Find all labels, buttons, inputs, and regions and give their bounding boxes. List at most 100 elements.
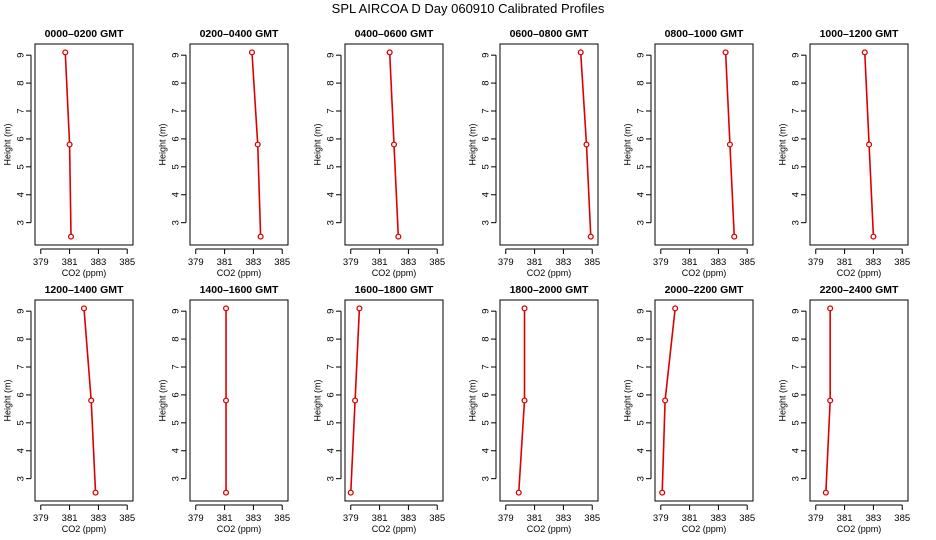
- panel-title: 1200–1400 GMT: [45, 284, 124, 296]
- y-axis-label: Height (m): [622, 123, 632, 165]
- data-point: [726, 141, 733, 148]
- y-tick-label: 3: [326, 220, 337, 225]
- x-tick-label: 379: [653, 257, 669, 268]
- y-axis-label: Height (m): [312, 123, 322, 165]
- data-point: [521, 397, 528, 404]
- x-tick-label: 379: [188, 257, 204, 268]
- y-tick-label: 3: [791, 220, 802, 225]
- data-point: [254, 141, 261, 148]
- y-axis-label: Height (m): [777, 379, 787, 421]
- data-point: [92, 489, 99, 496]
- y-tick-label: 3: [481, 220, 492, 225]
- y-tick-label: 6: [636, 392, 647, 397]
- y-axis-label: Height (m): [157, 379, 167, 421]
- x-axis-label: CO2 (ppm): [527, 524, 572, 534]
- y-axis-label: Height (m): [777, 123, 787, 165]
- data-point: [352, 397, 359, 404]
- x-tick-label: 383: [555, 513, 571, 524]
- y-tick-label: 9: [16, 309, 27, 314]
- y-tick-label: 5: [636, 420, 647, 425]
- plot-frame: [499, 299, 599, 502]
- data-point: [515, 489, 522, 496]
- panel-title: 2000–2200 GMT: [665, 284, 744, 296]
- y-tick-label: 8: [791, 80, 802, 85]
- y-tick-label: 6: [16, 392, 27, 397]
- y-tick-label: 6: [171, 136, 182, 141]
- y-tick-label: 5: [171, 420, 182, 425]
- x-tick-label: 381: [372, 257, 388, 268]
- x-tick-label: 381: [682, 257, 698, 268]
- y-tick-label: 4: [636, 448, 647, 453]
- y-tick-label: 9: [791, 53, 802, 58]
- y-tick-label: 4: [481, 448, 492, 453]
- x-tick-label: 385: [119, 257, 135, 268]
- x-tick-label: 381: [527, 257, 543, 268]
- main-title: SPL AIRCOA D Day 060910 Calibrated Profi…: [331, 1, 605, 16]
- y-tick-label: 3: [171, 220, 182, 225]
- data-point: [62, 49, 69, 56]
- y-tick-label: 7: [636, 108, 647, 113]
- x-tick-label: 381: [217, 257, 233, 268]
- data-point: [356, 305, 363, 312]
- x-axis-label: CO2 (ppm): [372, 268, 417, 278]
- x-tick-label: 379: [33, 257, 49, 268]
- data-point: [662, 397, 669, 404]
- panel-3: 0400–0600 GMT 379 381 383 385 CO2 (ppm) 3 4 5 6 7 8…: [312, 28, 445, 278]
- y-tick-label: 9: [636, 309, 647, 314]
- panel-6: 1000–1200 GMT 379 381 383 385 CO2 (ppm) 3 4 5 6 7 8…: [777, 28, 910, 278]
- plot-frame: [344, 299, 444, 502]
- y-tick-label: 5: [636, 164, 647, 169]
- x-tick-label: 385: [274, 513, 290, 524]
- y-tick-label: 6: [481, 136, 492, 141]
- plot-frame: [654, 43, 754, 246]
- y-tick-label: 5: [171, 164, 182, 169]
- x-tick-label: 381: [217, 513, 233, 524]
- y-tick-label: 9: [326, 309, 337, 314]
- y-tick-label: 6: [16, 136, 27, 141]
- panel-8: 1400–1600 GMT 379 381 383 385 CO2 (ppm) 3 4 5 6 7 8…: [157, 284, 290, 534]
- x-tick-label: 381: [372, 513, 388, 524]
- y-tick-label: 4: [171, 448, 182, 453]
- data-point: [722, 49, 729, 56]
- x-tick-label: 385: [739, 257, 755, 268]
- data-point: [66, 141, 73, 148]
- x-tick-label: 383: [245, 513, 261, 524]
- panel-title: 1000–1200 GMT: [820, 28, 899, 40]
- x-axis-label: CO2 (ppm): [217, 524, 262, 534]
- y-tick-label: 5: [481, 164, 492, 169]
- panel-title: 0800–1000 GMT: [665, 28, 744, 40]
- x-tick-label: 383: [90, 513, 106, 524]
- data-point: [248, 49, 256, 56]
- y-tick-label: 4: [326, 192, 337, 197]
- x-tick-label: 383: [245, 257, 261, 268]
- y-tick-label: 8: [326, 80, 337, 85]
- x-tick-label: 379: [188, 513, 204, 524]
- y-tick-label: 8: [481, 80, 492, 85]
- y-tick-label: 3: [636, 220, 647, 225]
- panel-9: 1600–1800 GMT 379 381 383 385 CO2 (ppm) 3 4 5 6 7 8…: [312, 284, 445, 534]
- y-tick-label: 4: [791, 448, 802, 453]
- plot-frame: [809, 299, 909, 502]
- data-point: [88, 397, 95, 404]
- y-tick-label: 6: [791, 392, 802, 397]
- y-axis-label: Height (m): [467, 379, 477, 421]
- data-point: [659, 489, 666, 496]
- y-tick-label: 9: [171, 53, 182, 58]
- y-tick-label: 6: [481, 392, 492, 397]
- data-point: [861, 49, 868, 56]
- y-tick-label: 9: [791, 309, 802, 314]
- y-tick-label: 9: [481, 309, 492, 314]
- plot-frame: [344, 43, 444, 246]
- data-point: [390, 141, 398, 148]
- data-point: [587, 233, 594, 240]
- data-point: [731, 233, 738, 240]
- x-tick-label: 385: [739, 513, 755, 524]
- x-tick-label: 385: [894, 513, 910, 524]
- x-axis-label: CO2 (ppm): [682, 524, 727, 534]
- y-tick-label: 5: [326, 164, 337, 169]
- y-tick-label: 7: [326, 364, 337, 369]
- y-tick-label: 3: [326, 476, 337, 481]
- x-tick-label: 381: [62, 513, 78, 524]
- panel-title: 1600–1800 GMT: [355, 284, 434, 296]
- plot-frame: [189, 299, 289, 502]
